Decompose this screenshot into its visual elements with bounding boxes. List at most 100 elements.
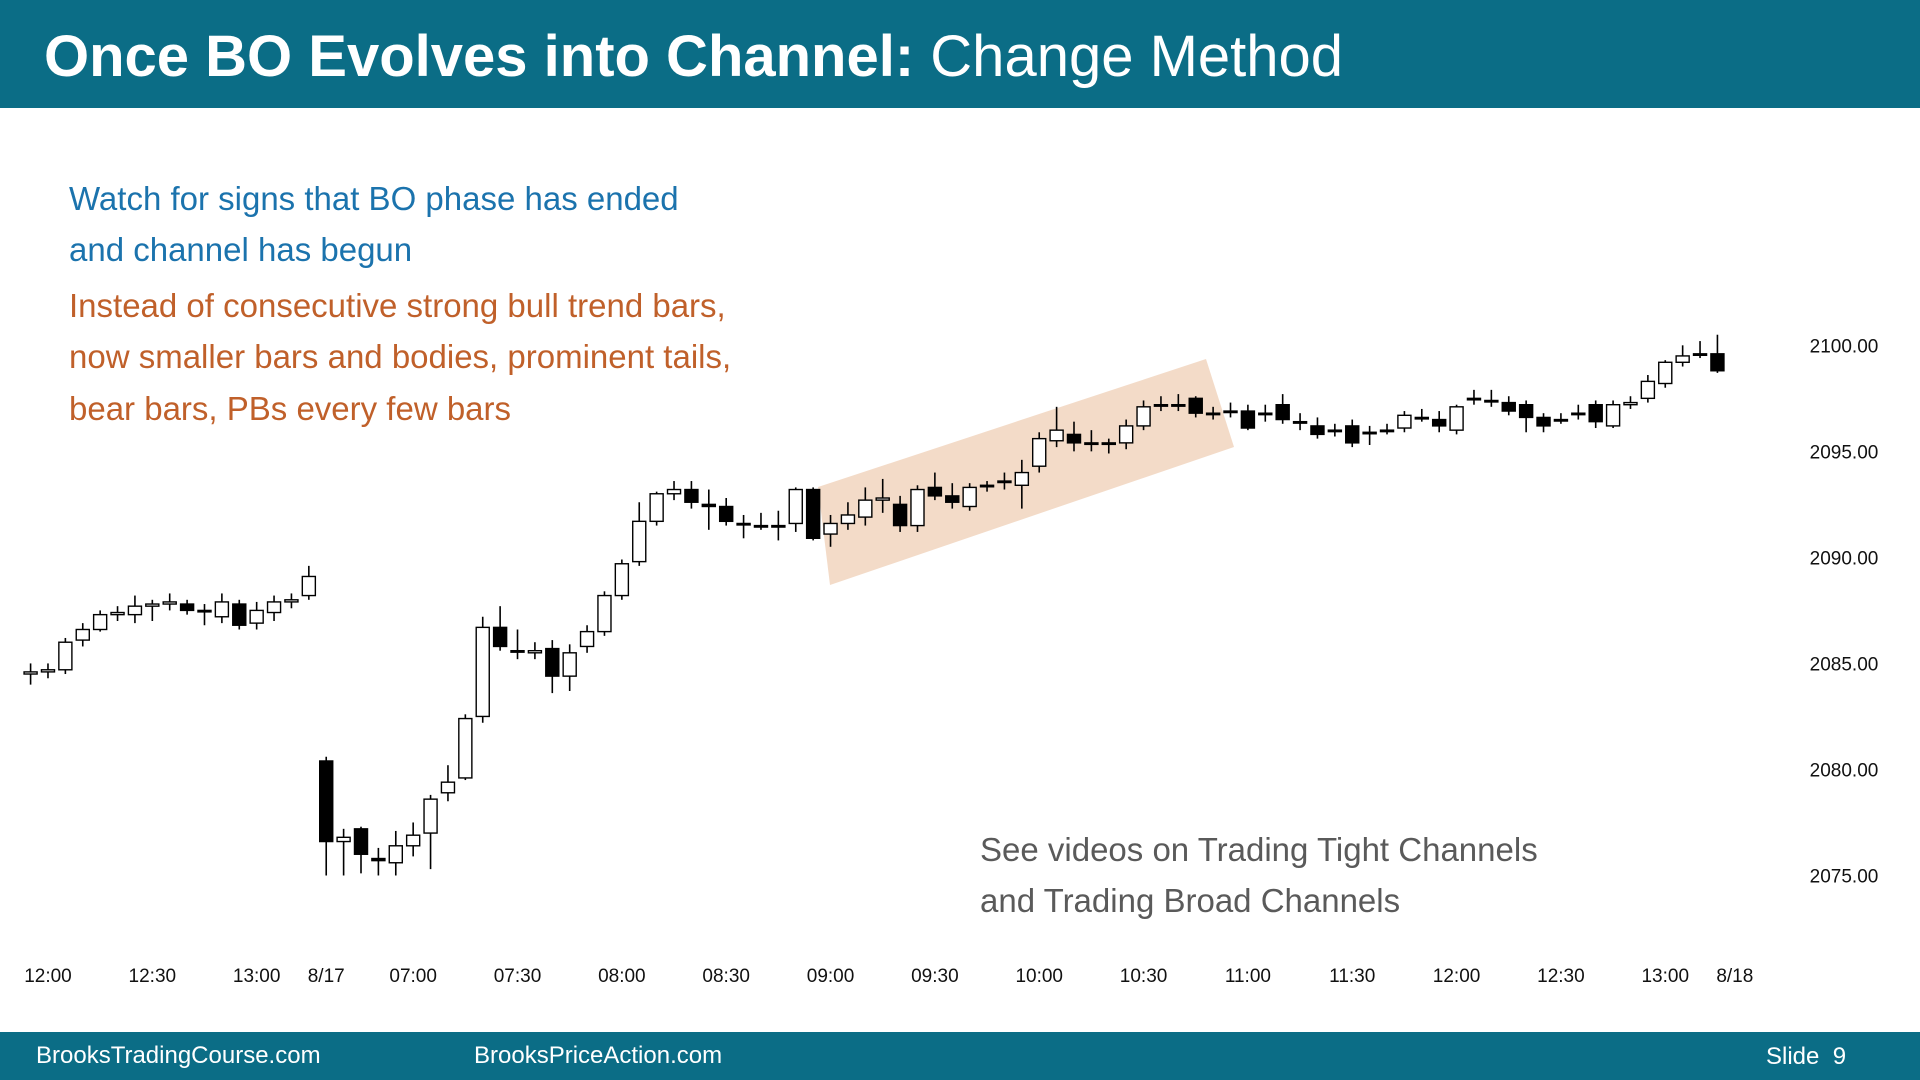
candle-body xyxy=(1345,425,1360,444)
candle-body xyxy=(1379,429,1395,433)
candle-body xyxy=(736,522,751,526)
x-tick-label: 8/18 xyxy=(1716,966,1753,987)
y-tick-label: 2100.00 xyxy=(1810,336,1879,357)
candle-body xyxy=(805,488,821,540)
candle-body xyxy=(788,488,803,525)
x-tick-label: 07:00 xyxy=(389,966,437,987)
candle-body xyxy=(58,641,73,671)
candle-body xyxy=(1188,397,1203,414)
candle-body xyxy=(1449,406,1464,431)
candle-body xyxy=(666,488,682,495)
note-blue: Watch for signs that BO phase has ended xyxy=(69,180,679,217)
candle-body xyxy=(440,781,456,794)
candle-body xyxy=(892,503,908,527)
candle-body xyxy=(1171,404,1186,407)
candle-body xyxy=(75,628,90,641)
candle-body xyxy=(979,484,995,488)
candle-body xyxy=(1084,442,1099,446)
y-tick-label: 2080.00 xyxy=(1810,760,1879,781)
candle-body xyxy=(1223,410,1238,414)
candle-body xyxy=(1310,425,1325,436)
candle-body xyxy=(1031,437,1047,467)
y-tick-label: 2095.00 xyxy=(1810,442,1879,463)
candle-body xyxy=(1049,429,1064,442)
candle-body xyxy=(1258,412,1273,416)
footer-link: BrooksPriceAction.com xyxy=(474,1042,722,1069)
candle-body xyxy=(458,717,473,779)
candle-body xyxy=(145,603,160,607)
candle-body xyxy=(1605,404,1621,427)
candle-body xyxy=(1136,406,1151,427)
x-tick-label: 13:00 xyxy=(1641,966,1689,987)
candle-body xyxy=(1692,353,1708,357)
candle-body xyxy=(545,647,560,677)
candle-body xyxy=(614,563,630,597)
candle-body xyxy=(1536,416,1551,427)
candle-body xyxy=(92,613,108,631)
x-tick-label: 10:30 xyxy=(1120,966,1168,987)
candle-body xyxy=(1501,401,1516,412)
candle-body xyxy=(1571,412,1586,416)
candle-body xyxy=(1327,429,1343,433)
candle-body xyxy=(510,649,525,653)
candle-body xyxy=(1397,414,1412,429)
candle-body xyxy=(475,626,490,718)
candle-body xyxy=(1414,416,1430,420)
candle-body xyxy=(353,828,369,855)
note-gray: See videos on Trading Tight Channels xyxy=(980,831,1538,868)
candle-body xyxy=(858,499,873,518)
candle-body xyxy=(301,575,317,597)
candle-body xyxy=(527,649,543,654)
candle-body xyxy=(771,524,786,528)
x-tick-label: 07:30 xyxy=(494,966,542,987)
candle-body xyxy=(423,798,438,834)
candle-body xyxy=(1101,442,1116,446)
x-tick-label: 10:00 xyxy=(1015,966,1063,987)
candle-body xyxy=(1066,433,1082,444)
candle-body xyxy=(1675,355,1690,363)
note-blue: and channel has begun xyxy=(69,231,412,268)
x-tick-label: 08:00 xyxy=(598,966,646,987)
slide-title: Once BO Evolves into Channel: Change Met… xyxy=(44,24,1343,89)
candle-body xyxy=(840,514,856,525)
x-tick-label: 09:00 xyxy=(807,966,855,987)
candle-body xyxy=(1275,404,1290,421)
candle-body xyxy=(1362,431,1377,435)
candle-body xyxy=(1658,361,1673,385)
candle-body xyxy=(1014,471,1030,486)
candle-body xyxy=(1640,380,1656,400)
footer-band xyxy=(0,1032,1920,1080)
candle-body xyxy=(1484,399,1499,403)
candle-body xyxy=(232,603,247,626)
candle-body xyxy=(823,522,838,535)
candle-body xyxy=(249,609,264,624)
candle-body xyxy=(945,495,960,503)
candle-body xyxy=(319,760,334,843)
candle-body xyxy=(1553,418,1569,422)
candle-body xyxy=(1205,412,1221,416)
x-tick-label: 12:30 xyxy=(1537,966,1585,987)
candle-body xyxy=(127,605,143,616)
candle-body xyxy=(962,486,977,508)
candle-body xyxy=(197,609,212,613)
candle-body xyxy=(23,671,38,675)
x-tick-label: 12:00 xyxy=(1433,966,1481,987)
note-orange: now smaller bars and bodies, prominent t… xyxy=(69,338,731,375)
candle-body xyxy=(927,486,943,497)
candle-body xyxy=(388,845,404,864)
candle-body xyxy=(579,630,595,648)
candle-body xyxy=(492,626,508,648)
candle-body xyxy=(1153,404,1169,407)
footer-link: BrooksTradingCourse.com xyxy=(36,1042,321,1069)
candle-body xyxy=(266,601,282,614)
candle-body xyxy=(718,505,734,523)
candle-body xyxy=(632,520,647,563)
candle-body xyxy=(336,836,351,843)
x-tick-label: 09:30 xyxy=(911,966,959,987)
header-band xyxy=(0,0,1920,108)
x-tick-label: 11:00 xyxy=(1225,966,1271,987)
candle-body xyxy=(910,488,925,527)
candle-body xyxy=(405,834,421,847)
